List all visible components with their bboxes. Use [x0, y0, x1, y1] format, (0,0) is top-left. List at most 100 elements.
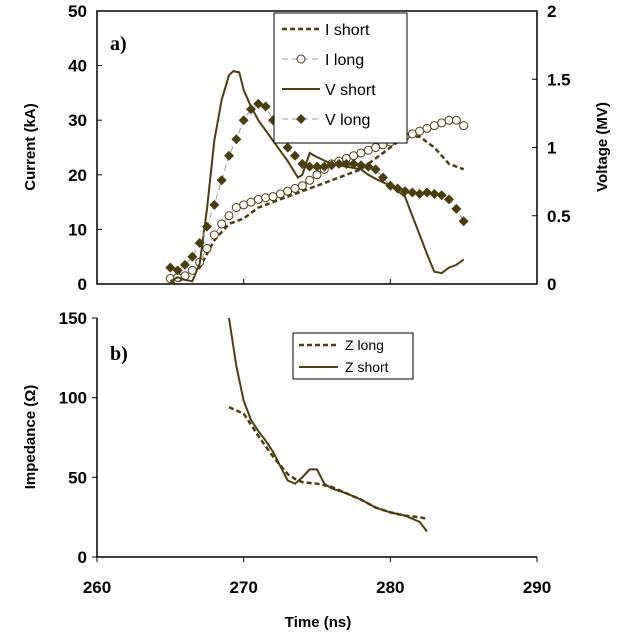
- legend-marker-circle: [296, 54, 306, 64]
- data-point-diamond: [319, 161, 330, 172]
- data-point-circle: [239, 200, 249, 210]
- panel-a-legend-box: [273, 12, 408, 144]
- panel-b-legend: Z long Z short: [292, 332, 414, 380]
- data-point-circle: [217, 219, 227, 229]
- data-point-circle: [305, 175, 315, 185]
- data-point-diamond: [407, 187, 418, 198]
- panel-a-current-voltage-chart: 0 10 20 30 40 50 0 0.5 1 1.5 2 a) Current (kA) Vo…: [22, 2, 611, 294]
- series-z-short: [228, 317, 428, 533]
- data-point-circle: [371, 143, 381, 152]
- legend-label-i-long: I long: [325, 52, 364, 69]
- legend-marker-diamond: [296, 114, 306, 124]
- data-point-diamond: [180, 259, 190, 270]
- legend-item-z-short: Z short: [299, 359, 389, 375]
- data-point-diamond: [414, 188, 425, 199]
- data-point-diamond: [304, 161, 315, 172]
- data-point-circle: [246, 197, 256, 207]
- panel-a-right-axis-ticks: 0 0.5 1 1.5 2: [532, 2, 571, 294]
- data-point-diamond: [224, 150, 234, 161]
- panel-a-label: a): [110, 33, 127, 55]
- data-point-diamond: [238, 115, 249, 126]
- data-point-diamond: [363, 161, 374, 172]
- data-point-circle: [429, 121, 439, 131]
- data-point-diamond: [348, 158, 359, 169]
- data-point-diamond: [209, 199, 220, 210]
- data-point-circle: [312, 170, 322, 180]
- data-point-circle: [224, 211, 234, 221]
- x-tick-label: 290: [523, 578, 551, 597]
- legend-label-z-short: Z short: [345, 359, 389, 375]
- panel-a-left-axis-ticks: 0 10 20 30 40 50: [68, 2, 538, 294]
- data-point-diamond: [187, 251, 198, 262]
- data-point-diamond: [165, 262, 176, 273]
- data-point-circle: [444, 115, 454, 125]
- y2-tick-label: 2: [547, 2, 556, 21]
- x-tick-label: 260: [83, 578, 111, 597]
- y-tick-label: 150: [59, 309, 87, 328]
- data-point-circle: [415, 126, 425, 136]
- y-tick-label: 10: [68, 220, 87, 239]
- data-point-diamond: [297, 158, 308, 169]
- data-point-diamond: [422, 187, 432, 198]
- legend-item-v-long: V long: [282, 112, 370, 129]
- y-tick-label: 20: [68, 166, 87, 185]
- y-tick-label: 50: [68, 2, 87, 21]
- y-tick-label: 0: [78, 275, 87, 294]
- data-point-diamond: [290, 150, 300, 161]
- panel-b-x-axis-ticks: 260 270 280 290: [83, 557, 551, 597]
- data-point-diamond: [312, 161, 322, 172]
- y2-tick-label: 1: [547, 139, 556, 158]
- data-point-circle: [349, 151, 359, 161]
- data-point-diamond: [326, 160, 337, 171]
- data-point-circle: [231, 203, 241, 213]
- data-point-diamond: [356, 160, 366, 171]
- data-point-diamond: [429, 188, 440, 199]
- data-point-circle: [451, 115, 461, 125]
- data-point-diamond: [436, 190, 447, 201]
- series-v-short: [169, 70, 465, 283]
- y-tick-label: 50: [68, 468, 87, 487]
- y2-tick-label: 0.5: [547, 207, 571, 226]
- data-point-diamond: [282, 142, 293, 153]
- legend-label-v-short: V short: [325, 82, 376, 99]
- data-point-diamond: [253, 98, 264, 109]
- data-point-circle: [407, 129, 417, 139]
- data-point-circle: [297, 181, 307, 191]
- panel-b-y-axis-ticks: 0 50 100 150: [59, 309, 97, 567]
- data-point-circle: [261, 193, 271, 203]
- legend-item-z-long: Z long: [299, 337, 384, 353]
- legend-item-i-long: I long: [282, 52, 364, 69]
- x-tick-label: 270: [229, 578, 257, 597]
- y2-tick-label: 1.5: [547, 70, 571, 89]
- legend-item-i-short: I short: [282, 22, 370, 39]
- data-point-circle: [202, 244, 212, 254]
- data-point-circle: [437, 118, 447, 128]
- data-point-circle: [253, 194, 263, 204]
- y-tick-label: 0: [78, 548, 87, 567]
- series-v-long: [165, 98, 469, 276]
- legend-item-v-short: V short: [282, 82, 376, 99]
- panel-a-legend: I short I long V short V long: [273, 12, 408, 144]
- panel-b-series: [228, 317, 428, 533]
- x-tick-label: 280: [376, 578, 404, 597]
- data-point-diamond: [378, 172, 388, 183]
- data-point-diamond: [385, 180, 396, 191]
- data-point-circle: [422, 123, 432, 133]
- data-point-diamond: [172, 265, 183, 276]
- data-point-diamond: [451, 203, 462, 214]
- panel-b-label: b): [110, 343, 128, 365]
- data-point-diamond: [341, 158, 352, 169]
- data-point-diamond: [260, 101, 271, 112]
- data-point-diamond: [400, 186, 410, 197]
- legend-label-i-short: I short: [325, 22, 370, 39]
- data-point-diamond: [194, 238, 205, 249]
- data-point-diamond: [370, 164, 381, 175]
- y-tick-label: 100: [59, 389, 87, 408]
- panel-a-y-axis-label: Current (kA): [22, 103, 39, 191]
- data-point-diamond: [392, 183, 403, 194]
- series-i-short: [169, 135, 465, 286]
- data-point-circle: [275, 189, 285, 199]
- data-point-diamond: [216, 175, 227, 186]
